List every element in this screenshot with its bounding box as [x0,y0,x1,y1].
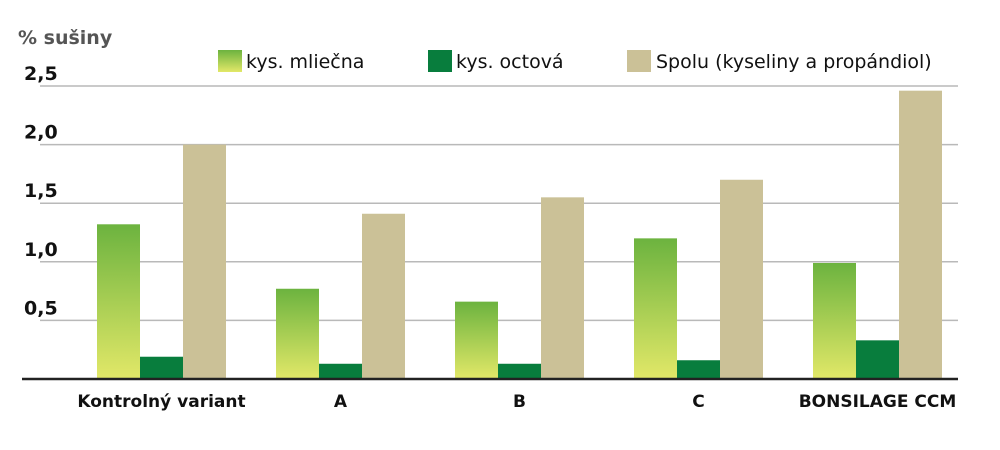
legend-label: kys. mliečna [246,51,364,73]
bar-kys-octova [498,363,541,379]
bar-spolu [899,90,942,380]
bar-kys-mliecna [97,224,140,379]
legend-label: Spolu (kyseliny a propándiol) [656,51,932,73]
y-tick-label: 2,0 [24,122,58,144]
bar-kys-mliecna [455,301,498,379]
bar-kys-octova [140,356,183,379]
legend-swatch [218,50,242,72]
bar-spolu [720,179,763,379]
y-axis-label: % sušiny [18,27,113,49]
x-tick-label: C [692,392,704,412]
bar-spolu [541,197,584,379]
bar-kys-mliecna [813,262,856,379]
y-tick-label: 0,5 [24,297,58,319]
bar-kys-octova [856,340,899,379]
bar-spolu [362,213,405,379]
bar-kys-mliecna [634,238,677,379]
bar-kys-octova [677,360,720,379]
legend-swatch [428,50,452,72]
bar-kys-mliecna [276,288,319,379]
bar-kys-octova [319,363,362,379]
bars [97,90,942,380]
x-tick-label: BONSILAGE CCM [799,392,957,412]
x-tick-label: B [513,392,526,412]
labels: % sušiny 0,5 1,0 1,5 2,0 2,5 Kontrolný varian… [18,27,956,412]
y-tick-label: 1,5 [24,180,58,202]
x-tick-label: A [334,392,348,412]
y-tick-label: 2,5 [24,63,58,85]
legend-label: kys. octová [456,51,564,73]
legend-swatch [627,50,651,72]
bar-spolu [183,144,226,379]
legend: kys. mliečna kys. octová Spolu (kyseliny a… [218,50,932,73]
y-tick-label: 1,0 [24,239,58,261]
x-tick-label: Kontrolný variant [77,392,245,412]
